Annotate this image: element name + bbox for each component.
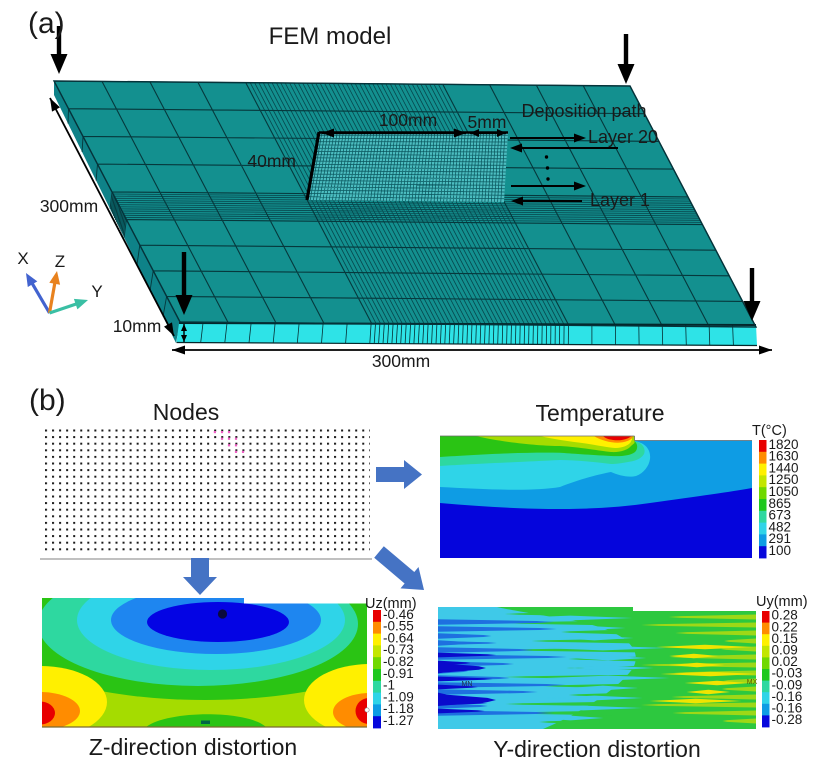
svg-text:40mm: 40mm (247, 151, 296, 171)
svg-text:1440: 1440 (769, 461, 799, 476)
svg-text:Y-direction distortion: Y-direction distortion (493, 736, 701, 762)
svg-text:0.09: 0.09 (772, 643, 798, 658)
svg-text:Nodes: Nodes (153, 399, 219, 425)
svg-text:482: 482 (769, 520, 792, 535)
svg-text:1250: 1250 (769, 472, 799, 487)
svg-text:Uy(mm): Uy(mm) (756, 594, 808, 610)
svg-text:Y: Y (91, 282, 102, 301)
svg-text:1820: 1820 (769, 437, 799, 452)
svg-text:-1.09: -1.09 (383, 690, 414, 705)
svg-text:(a): (a) (28, 7, 65, 40)
svg-text:-1: -1 (383, 678, 395, 693)
svg-text:100mm: 100mm (379, 110, 437, 130)
svg-text:Z-direction distortion: Z-direction distortion (89, 734, 297, 760)
svg-text:-0.73: -0.73 (383, 642, 414, 657)
svg-text:865: 865 (769, 496, 792, 511)
svg-text:-0.82: -0.82 (383, 654, 414, 669)
svg-text:-0.91: -0.91 (383, 666, 414, 681)
svg-text:291: 291 (769, 531, 792, 546)
svg-text:-0.28: -0.28 (772, 712, 803, 727)
svg-text:-1.18: -1.18 (383, 701, 414, 716)
svg-text:1630: 1630 (769, 449, 799, 464)
svg-text:0.28: 0.28 (772, 608, 798, 623)
svg-text:MN: MN (462, 681, 473, 688)
svg-text:-0.46: -0.46 (383, 607, 414, 622)
svg-text:-0.03: -0.03 (772, 666, 803, 681)
svg-text:MX: MX (747, 679, 758, 686)
svg-text:1050: 1050 (769, 484, 799, 499)
svg-text:Temperature: Temperature (535, 400, 664, 426)
svg-text:300mm: 300mm (40, 196, 98, 216)
svg-text:100: 100 (769, 543, 792, 558)
svg-text:0.22: 0.22 (772, 619, 798, 634)
svg-text:-0.55: -0.55 (383, 619, 414, 634)
svg-text:(b): (b) (29, 384, 66, 417)
svg-text:Layer 1: Layer 1 (590, 190, 650, 210)
svg-text:FEM model: FEM model (269, 23, 392, 50)
svg-text:300mm: 300mm (372, 351, 430, 371)
svg-text:X: X (17, 249, 28, 268)
svg-text:-0.16: -0.16 (772, 689, 803, 704)
svg-text:0.02: 0.02 (772, 654, 798, 669)
svg-text:673: 673 (769, 508, 792, 523)
svg-text:5mm: 5mm (468, 112, 507, 132)
svg-text:Z: Z (55, 252, 65, 271)
svg-text:-1.27: -1.27 (383, 713, 414, 728)
svg-text:0.15: 0.15 (772, 631, 798, 646)
svg-text:Uz(mm): Uz(mm) (365, 596, 417, 612)
svg-text:-0.09: -0.09 (772, 677, 803, 692)
svg-text:10mm: 10mm (113, 316, 162, 336)
svg-text:Layer 20: Layer 20 (588, 127, 658, 147)
svg-text:Deposition path: Deposition path (521, 101, 646, 121)
svg-text:-0.16: -0.16 (772, 701, 803, 716)
svg-text:T(°C): T(°C) (752, 423, 787, 439)
svg-text:-0.64: -0.64 (383, 631, 414, 646)
